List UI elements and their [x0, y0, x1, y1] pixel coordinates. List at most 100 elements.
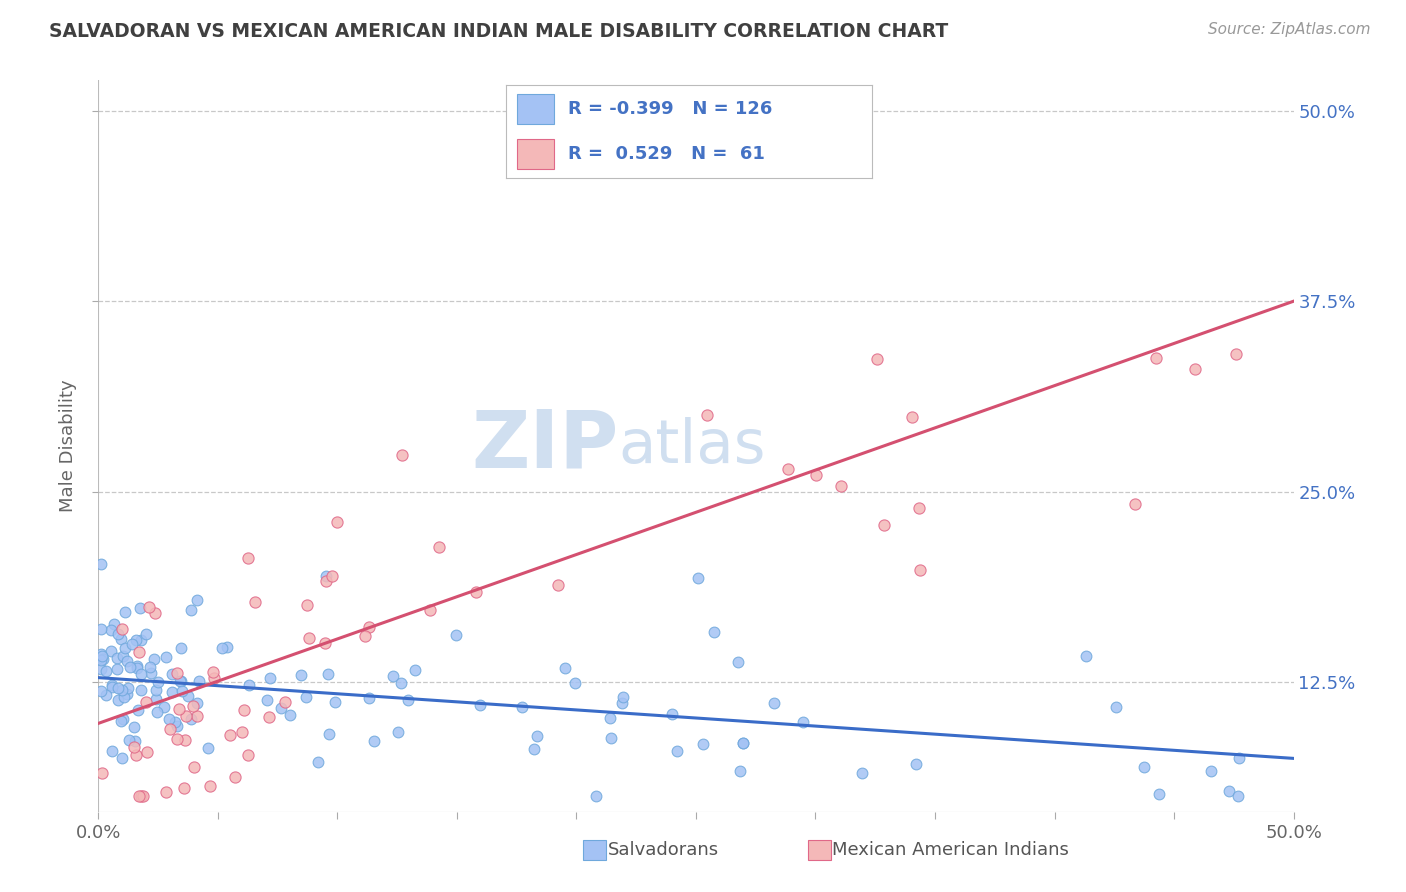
- Point: [1184, 361, 1206, 376]
- Point: [125, 661, 148, 675]
- Point: [177, 689, 200, 703]
- Point: [173, 780, 195, 795]
- Point: [117, 681, 139, 695]
- Point: [202, 672, 225, 686]
- Point: [146, 675, 169, 690]
- Point: [297, 598, 319, 612]
- Point: [186, 696, 208, 710]
- Text: Salvadorans: Salvadorans: [607, 841, 718, 859]
- Point: [139, 660, 162, 674]
- Point: [166, 731, 188, 746]
- Point: [259, 671, 281, 685]
- Point: [105, 651, 128, 665]
- Point: [111, 682, 134, 697]
- Point: [93, 652, 115, 666]
- Point: [155, 649, 177, 664]
- Point: [232, 703, 254, 717]
- Point: [201, 665, 224, 679]
- Point: [90, 557, 112, 571]
- Point: [107, 662, 129, 676]
- Point: [186, 709, 208, 723]
- Point: [128, 645, 150, 659]
- Point: [165, 715, 187, 730]
- Point: [391, 449, 413, 463]
- Point: [101, 678, 124, 692]
- Text: R =  0.529   N =  61: R = 0.529 N = 61: [568, 145, 765, 163]
- Point: [273, 695, 295, 709]
- Point: [101, 680, 124, 694]
- Point: [763, 696, 786, 710]
- Point: [112, 713, 135, 727]
- Point: [404, 663, 426, 677]
- Point: [180, 602, 202, 616]
- Point: [1218, 784, 1240, 798]
- Point: [908, 563, 931, 577]
- Point: [446, 627, 468, 641]
- Point: [316, 667, 339, 681]
- Point: [103, 616, 125, 631]
- Point: [526, 729, 548, 743]
- Point: [121, 637, 143, 651]
- Y-axis label: Male Disability: Male Disability: [59, 380, 77, 512]
- Point: [211, 641, 233, 656]
- Point: [122, 720, 145, 734]
- Point: [128, 789, 150, 804]
- Point: [215, 640, 238, 655]
- Point: [115, 687, 138, 701]
- Point: [166, 666, 188, 681]
- Text: atlas: atlas: [619, 417, 766, 475]
- Point: [688, 571, 710, 585]
- Point: [90, 648, 112, 663]
- Point: [830, 479, 852, 493]
- Point: [90, 647, 112, 661]
- Point: [703, 625, 725, 640]
- Point: [326, 515, 349, 529]
- Text: ZIP: ZIP: [471, 407, 619, 485]
- Point: [873, 518, 896, 533]
- Point: [169, 673, 191, 688]
- Point: [427, 540, 450, 554]
- Point: [181, 698, 204, 713]
- Point: [905, 757, 928, 772]
- Point: [585, 789, 607, 804]
- Point: [359, 619, 381, 633]
- Point: [170, 674, 193, 689]
- Point: [218, 728, 240, 742]
- Point: [90, 684, 112, 698]
- Point: [90, 653, 112, 667]
- Point: [564, 676, 586, 690]
- Point: [153, 699, 176, 714]
- Bar: [517, 95, 554, 124]
- Point: [1226, 789, 1249, 804]
- Point: [315, 569, 337, 583]
- Point: [696, 408, 718, 422]
- Point: [612, 696, 634, 710]
- Point: [465, 585, 488, 599]
- Point: [188, 674, 211, 689]
- Point: [231, 725, 253, 739]
- Point: [363, 734, 385, 748]
- Text: R = -0.399   N = 126: R = -0.399 N = 126: [568, 100, 773, 118]
- Point: [94, 688, 117, 702]
- Point: [90, 765, 112, 780]
- Point: [136, 746, 159, 760]
- Point: [125, 659, 148, 673]
- Point: [172, 684, 194, 698]
- Point: [387, 725, 409, 739]
- Point: [145, 682, 167, 697]
- Point: [94, 664, 117, 678]
- Point: [118, 660, 141, 674]
- Point: [1123, 497, 1146, 511]
- Point: [139, 665, 162, 680]
- Point: [129, 789, 152, 804]
- Bar: [517, 139, 554, 169]
- Point: [318, 727, 340, 741]
- Point: [129, 600, 152, 615]
- Point: [510, 699, 533, 714]
- Point: [547, 578, 569, 592]
- Point: [131, 683, 153, 698]
- Point: [129, 667, 152, 681]
- Point: [101, 744, 124, 758]
- Point: [238, 678, 260, 692]
- Point: [186, 593, 208, 607]
